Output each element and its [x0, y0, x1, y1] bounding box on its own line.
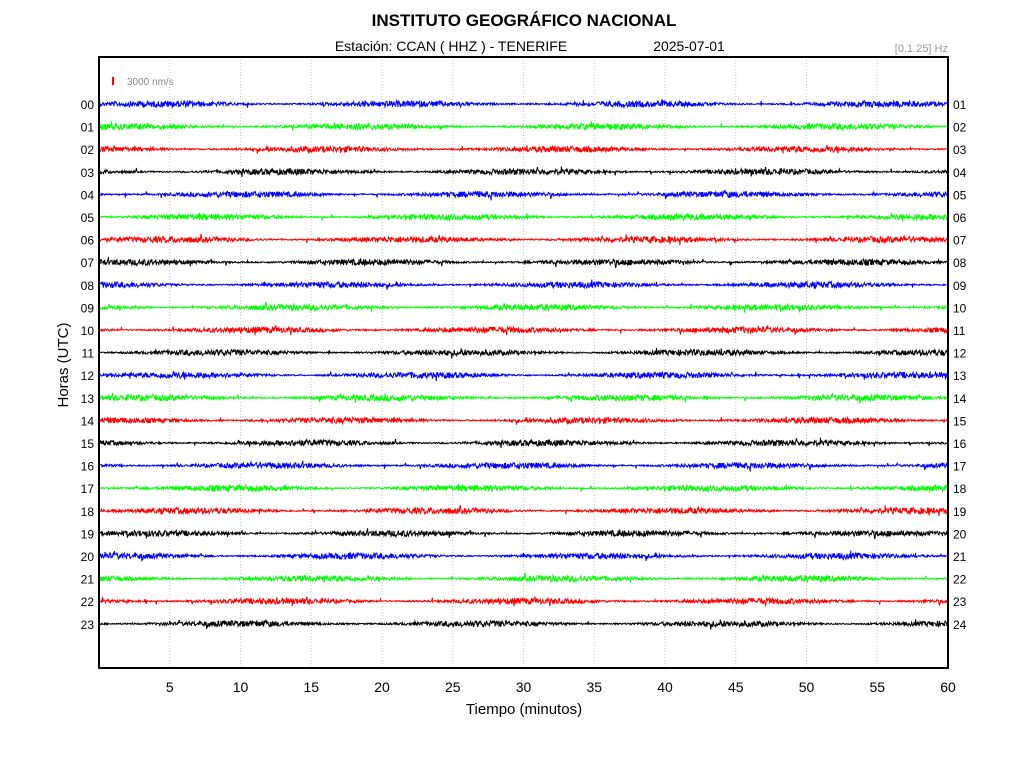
- left-hour-label: 14: [81, 414, 95, 428]
- left-hour-label: 12: [81, 369, 95, 383]
- right-hour-label: 13: [953, 369, 967, 383]
- right-hour-label: 04: [953, 166, 967, 180]
- chart-title: INSTITUTO GEOGRÁFICO NACIONAL: [372, 11, 677, 30]
- hour-trace: [99, 392, 948, 404]
- hour-trace: [99, 233, 948, 245]
- left-hour-label: 07: [81, 256, 95, 270]
- hour-trace: [100, 370, 948, 382]
- left-hour-label: 21: [81, 573, 95, 587]
- right-hour-label: 19: [953, 505, 967, 519]
- right-hour-label: 06: [953, 211, 967, 225]
- left-hour-label: 13: [81, 392, 95, 406]
- x-axis-label: Tiempo (minutos): [466, 701, 582, 718]
- hour-trace: [99, 212, 948, 222]
- left-hour-label: 20: [81, 550, 95, 564]
- hour-trace: [99, 437, 948, 449]
- left-hour-label: 10: [81, 324, 95, 338]
- hour-trace: [99, 325, 948, 336]
- hour-trace: [99, 596, 948, 607]
- left-hour-label: 03: [81, 166, 95, 180]
- left-hour-label: 15: [81, 437, 95, 451]
- hour-trace: [99, 619, 948, 630]
- left-hour-label: 09: [81, 301, 95, 315]
- right-hour-labels: 01 02 03 04 05 06 07 08 09 10 11 12 13 14 15 16 17 18 19 20…: [953, 98, 967, 632]
- left-hour-label: 23: [81, 618, 95, 632]
- x-tick-label: 20: [374, 679, 390, 695]
- right-hour-label: 22: [953, 573, 967, 587]
- y-axis-label: Horas (UTC): [55, 322, 72, 407]
- hour-trace: [99, 166, 948, 178]
- hour-trace: [99, 528, 948, 540]
- left-hour-label: 05: [81, 211, 95, 225]
- x-tick-label: 55: [869, 679, 885, 695]
- hour-trace: [99, 98, 948, 109]
- right-hour-label: 01: [953, 98, 967, 112]
- right-hour-label: 12: [953, 347, 967, 361]
- right-hour-label: 03: [953, 143, 967, 157]
- hour-trace: [99, 550, 948, 562]
- hour-trace: [99, 347, 948, 359]
- right-hour-label: 16: [953, 437, 967, 451]
- left-hour-label: 17: [81, 482, 95, 496]
- left-hour-label: 22: [81, 595, 95, 609]
- right-hour-label: 08: [953, 256, 967, 270]
- left-hour-labels: 00 01 02 03 04 05 06 07 08 09 10 11 12 13 14 15 16 17 18 19…: [81, 98, 95, 632]
- left-hour-label: 01: [81, 121, 95, 135]
- x-tick-label: 30: [516, 679, 532, 695]
- x-tick-label: 45: [728, 679, 744, 695]
- left-hour-label: 08: [81, 279, 95, 293]
- right-hour-label: 20: [953, 527, 967, 541]
- x-tick-label: 50: [799, 679, 815, 695]
- scale-bar: [112, 77, 114, 85]
- right-hour-label: 14: [953, 392, 967, 406]
- hour-trace: [99, 573, 948, 584]
- right-hour-label: 18: [953, 482, 967, 496]
- hour-trace: [99, 189, 948, 201]
- left-hour-label: 00: [81, 98, 95, 112]
- x-tick-label: 15: [303, 679, 319, 695]
- station-label: Estación: CCAN ( HHZ ) - TENERIFE: [335, 38, 567, 54]
- x-tick-label: 5: [166, 679, 174, 695]
- x-tick-labels: 5 10 15 20 25 30 35 40 45 50 55 60: [166, 679, 956, 695]
- hour-trace: [99, 460, 948, 472]
- left-hour-label: 04: [81, 188, 95, 202]
- left-hour-label: 16: [81, 460, 95, 474]
- scale-bar-label: 3000 nm/s: [127, 77, 174, 88]
- hour-trace: [99, 505, 948, 517]
- date-label: 2025-07-01: [653, 38, 725, 54]
- filter-band-label: [0.1 25] Hz: [895, 43, 948, 55]
- x-tick-label: 10: [233, 679, 249, 695]
- right-hour-label: 15: [953, 414, 967, 428]
- x-tick-label: 25: [445, 679, 461, 695]
- left-hour-label: 06: [81, 234, 95, 248]
- x-tick-label: 60: [940, 679, 956, 695]
- plot-frame: [98, 56, 949, 669]
- right-hour-label: 11: [953, 324, 966, 338]
- right-hour-label: 02: [953, 121, 967, 135]
- right-hour-label: 05: [953, 188, 967, 202]
- right-hour-label: 10: [953, 301, 967, 315]
- right-hour-label: 21: [953, 550, 967, 564]
- hour-trace: [99, 301, 948, 313]
- right-hour-label: 07: [953, 234, 967, 248]
- left-hour-label: 19: [81, 527, 95, 541]
- hour-trace: [99, 256, 948, 268]
- right-hour-label: 24: [953, 618, 967, 632]
- hour-trace: [99, 483, 948, 493]
- x-tick-label: 40: [657, 679, 673, 695]
- left-hour-label: 11: [82, 347, 95, 361]
- right-hour-label: 09: [953, 279, 967, 293]
- trace-group: [99, 98, 948, 630]
- left-hour-label: 02: [81, 143, 95, 157]
- left-hour-label: 18: [81, 505, 95, 519]
- right-hour-label: 17: [953, 460, 967, 474]
- right-hour-label: 23: [953, 595, 967, 609]
- hour-trace: [99, 144, 947, 155]
- hour-trace: [99, 279, 948, 290]
- hour-trace: [99, 121, 948, 132]
- hour-trace: [99, 415, 948, 426]
- x-tick-label: 35: [586, 679, 602, 695]
